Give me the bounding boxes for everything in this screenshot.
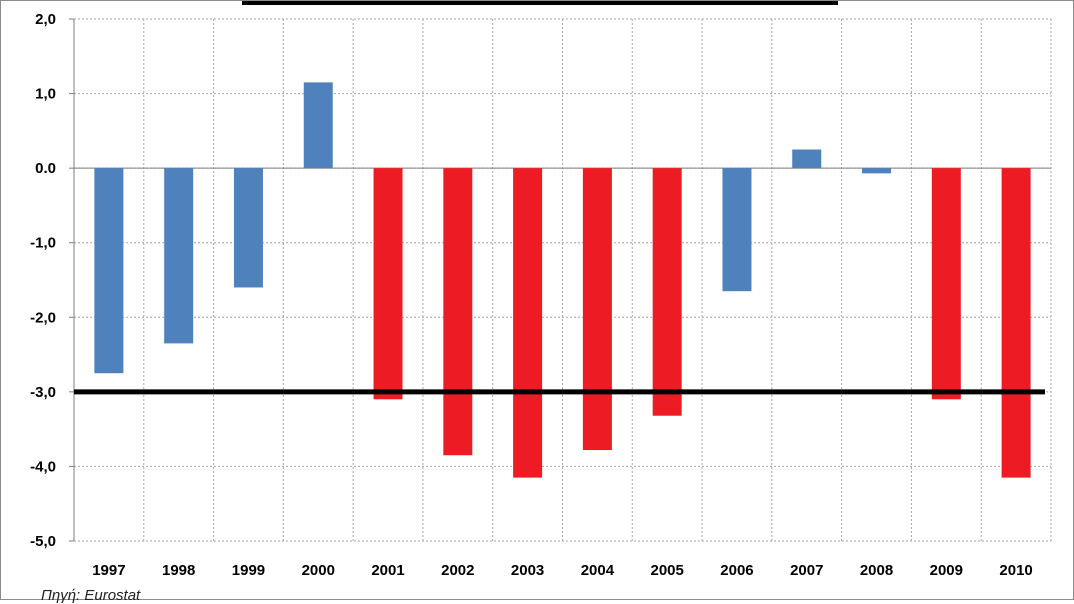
bar-layer <box>94 82 1031 478</box>
x-tick-label: 2000 <box>302 562 335 579</box>
x-tick-label: 2006 <box>720 562 753 579</box>
y-tick-label: -4,0 <box>30 458 56 475</box>
bar-2010 <box>1001 168 1031 478</box>
y-tick-label: -3,0 <box>30 384 56 401</box>
bar-2009 <box>931 168 961 400</box>
x-tick-label: 2005 <box>650 562 683 579</box>
bar-2006 <box>722 168 752 292</box>
bar-2008 <box>862 168 892 174</box>
y-tick-label: -2,0 <box>30 309 56 326</box>
x-tick-label: 1998 <box>162 562 195 579</box>
bar-2001 <box>373 168 403 400</box>
chart-title-bar <box>242 1 838 5</box>
x-tick-label: 2003 <box>511 562 544 579</box>
bar-1998 <box>164 168 194 344</box>
x-tick-label: 2009 <box>930 562 963 579</box>
bar-2007 <box>792 149 822 169</box>
y-tick-label: -5,0 <box>30 533 56 550</box>
x-tick-label: 2010 <box>999 562 1032 579</box>
x-tick-label: 2008 <box>860 562 893 579</box>
grid-layer <box>74 18 1052 542</box>
x-tick-label: 2002 <box>441 562 474 579</box>
label-layer: 2,0 1,0 0.0 -1,0 -2,0 -3,0 -4,0 -5,0 1997 1998 199… <box>30 11 1033 579</box>
x-tick-label: 1997 <box>92 562 125 579</box>
bar-1999 <box>233 168 263 288</box>
axis-layer <box>69 18 1051 542</box>
source-note: Πηγή: Eurostat <box>41 587 141 604</box>
y-tick-label: 0.0 <box>35 160 56 177</box>
bar-2002 <box>443 168 473 456</box>
x-tick-label: 2001 <box>371 562 404 579</box>
bar-2000 <box>303 82 333 169</box>
y-tick-label: -1,0 <box>30 235 56 252</box>
x-tick-label: 2007 <box>790 562 823 579</box>
x-tick-label: 1999 <box>232 562 265 579</box>
y-tick-label: 1,0 <box>35 86 56 103</box>
x-tick-label: 2004 <box>581 562 615 579</box>
bar-2003 <box>513 168 543 478</box>
bar-2004 <box>582 168 612 451</box>
bar-2005 <box>652 168 682 416</box>
y-tick-label: 2,0 <box>35 11 56 28</box>
bar-1997 <box>94 168 124 374</box>
